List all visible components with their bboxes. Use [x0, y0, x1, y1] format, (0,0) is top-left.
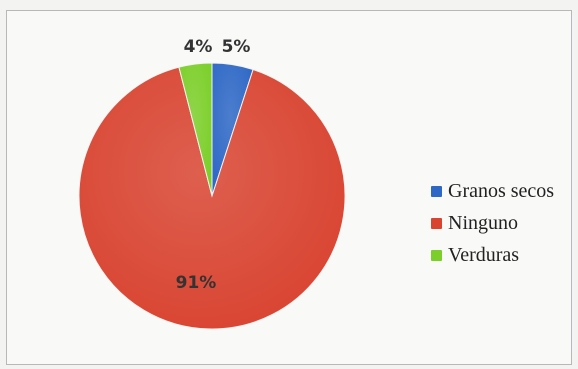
legend-label-ninguno: Ninguno: [448, 211, 518, 234]
legend-item-ninguno: Ninguno: [431, 207, 554, 239]
pie-slice-ninguno: [78, 66, 346, 330]
chart-frame: 5% 91% 4% Granos secos Ninguno Verduras: [6, 10, 572, 365]
legend: Granos secos Ninguno Verduras: [431, 175, 554, 271]
legend-label-verduras: Verduras: [448, 243, 520, 266]
legend-swatch-verduras: [431, 249, 442, 261]
legend-item-granos-secos: Granos secos: [431, 175, 554, 207]
data-label-granos-secos: 5%: [222, 37, 251, 57]
pie-chart: 5% 91% 4%: [78, 37, 346, 330]
legend-item-verduras: Verduras: [431, 239, 554, 271]
legend-swatch-granos-secos: [431, 185, 442, 197]
pie-slice-verduras: [178, 62, 213, 197]
legend-swatch-ninguno: [431, 217, 442, 229]
legend-label-granos-secos: Granos secos: [448, 179, 555, 202]
data-label-ninguno: 91%: [176, 273, 217, 293]
data-label-verduras: 4%: [184, 37, 213, 57]
